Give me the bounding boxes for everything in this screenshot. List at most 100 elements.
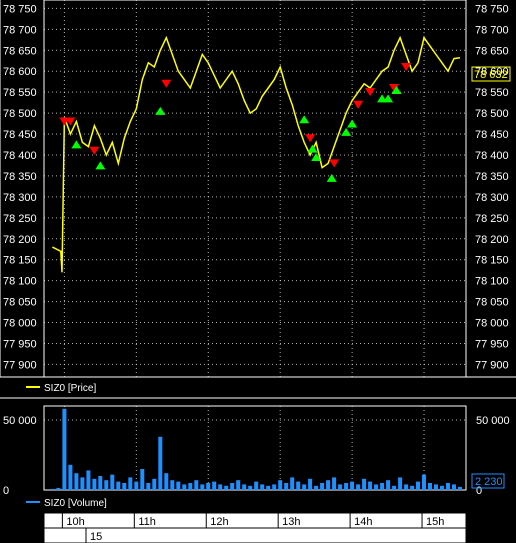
volume-bar [392, 485, 397, 490]
volume-bar [218, 484, 223, 490]
sell-marker [161, 79, 172, 88]
price-y-tick-label-right: 78 100 [475, 276, 509, 288]
buy-marker [383, 94, 394, 103]
price-legend: SIZ0 [Price] [26, 383, 96, 394]
volume-bar [404, 484, 409, 490]
volume-bar [122, 483, 127, 490]
price-y-tick-label-right: 77 950 [475, 338, 509, 350]
volume-bar [200, 484, 205, 490]
volume-bar [176, 481, 181, 490]
volume-bar [302, 484, 307, 490]
buy-marker [347, 119, 358, 128]
volume-bar [452, 484, 456, 490]
volume-bar [92, 478, 97, 490]
buy-marker [391, 85, 402, 94]
price-plot-area [43, 0, 467, 378]
volume-y-axis-left: 50 000 0 [3, 415, 37, 497]
volume-bar [350, 481, 355, 490]
volume-bar [440, 485, 444, 490]
volume-bar [260, 484, 265, 490]
volume-bar [248, 485, 253, 490]
volume-bar [236, 480, 241, 490]
price-y-tick-label: 78 200 [3, 234, 37, 246]
volume-bar [140, 469, 145, 490]
volume-bar [398, 477, 403, 490]
volume-bar [152, 478, 157, 490]
price-y-tick-label-right: 78 750 [475, 3, 509, 15]
last-price-box [471, 66, 511, 82]
time-axis-hour-label: 13h [282, 516, 300, 528]
volume-bar [242, 484, 247, 490]
last-volume-value: 2 230 [475, 476, 503, 488]
last-volume-box [471, 473, 505, 489]
volume-bar [224, 485, 229, 490]
volume-y-axis-right: 50 000 0 [476, 415, 510, 497]
volume-bar [86, 470, 91, 490]
volume-bar [338, 484, 343, 490]
price-y-tick-label: 78 450 [3, 129, 37, 141]
volume-bar [206, 483, 211, 490]
price-y-tick-label: 78 700 [3, 24, 37, 36]
price-y-tick-label-right: 78 000 [475, 318, 509, 330]
time-axis-hour-label: 12h [210, 516, 228, 528]
price-y-tick-label: 78 100 [3, 276, 37, 288]
volume-bar [272, 484, 277, 490]
price-y-tick-label: 77 950 [3, 338, 37, 350]
price-y-tick-label-right: 78 050 [475, 297, 509, 309]
volume-bar [194, 480, 199, 490]
volume-bar [128, 477, 133, 490]
last-price-value: 78 632 [474, 69, 508, 81]
time-axis-hour-label: 10h [66, 516, 84, 528]
buy-marker [311, 152, 322, 161]
price-y-tick-label: 78 250 [3, 213, 37, 225]
buy-marker [341, 127, 352, 136]
buy-marker [326, 173, 337, 182]
price-y-tick-label-right: 78 550 [475, 87, 509, 99]
volume-bar [446, 483, 450, 490]
volume-bar [98, 476, 103, 490]
price-y-tick-label-right: 78 150 [475, 255, 509, 267]
volume-bar [410, 485, 415, 490]
volume-bar [380, 483, 385, 490]
price-y-tick-label-right: 78 650 [475, 45, 509, 57]
volume-bar [416, 481, 420, 490]
volume-bar [434, 484, 438, 490]
buy-marker [299, 115, 310, 124]
price-y-tick-label-right: 78 500 [475, 108, 509, 120]
time-axis-hour-label: 15h [426, 516, 444, 528]
sell-marker [401, 63, 412, 72]
volume-bar [278, 480, 283, 490]
volume-bar [308, 478, 313, 490]
price-pane: 78 750 78 700 78 650 78 600 78 550 78 500 78 4… [0, 0, 516, 394]
volume-y-tick-label: 50 000 [3, 415, 37, 427]
trade-markers [59, 63, 412, 182]
buy-marker [95, 161, 106, 170]
volume-bars [50, 408, 462, 490]
sell-marker [305, 134, 316, 143]
volume-bar [158, 436, 163, 490]
price-y-tick-label-right: 77 900 [475, 359, 509, 371]
volume-bar [314, 485, 319, 490]
sell-marker [365, 88, 376, 97]
sell-marker [89, 146, 100, 155]
volume-bar [212, 481, 217, 490]
price-y-tick-label-right: 78 700 [475, 24, 509, 36]
buy-marker [71, 140, 82, 149]
price-y-tick-label: 78 750 [3, 3, 37, 15]
price-y-tick-label: 78 550 [3, 87, 37, 99]
volume-y-tick-label-right: 50 000 [476, 415, 510, 427]
volume-bar [254, 481, 259, 490]
volume-bar [368, 481, 373, 490]
price-y-tick-label: 78 050 [3, 297, 37, 309]
volume-legend: SIZ0 [Volume] [26, 498, 107, 509]
price-y-tick-label-right: 78 600 [475, 66, 509, 78]
volume-bar [146, 483, 151, 490]
price-y-tick-label-right: 78 250 [475, 213, 509, 225]
price-y-tick-label: 78 400 [3, 150, 37, 162]
sell-marker [353, 100, 364, 109]
buy-marker [307, 144, 318, 153]
volume-bar [356, 484, 361, 490]
volume-bar [134, 481, 139, 490]
